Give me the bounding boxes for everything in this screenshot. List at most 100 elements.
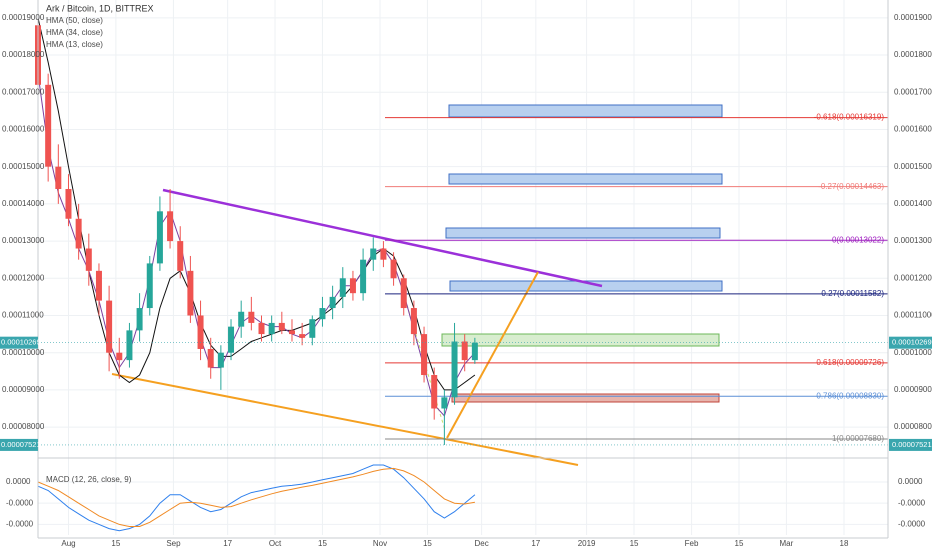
candle-body bbox=[167, 211, 174, 242]
candle-body bbox=[136, 308, 143, 331]
candle-body bbox=[349, 278, 356, 294]
candle-body bbox=[207, 348, 214, 368]
candle-body bbox=[360, 259, 367, 294]
candle-body bbox=[380, 248, 387, 260]
candle-body bbox=[75, 218, 82, 249]
candle-body bbox=[441, 397, 448, 409]
price-tag bbox=[0, 336, 38, 349]
candle-body bbox=[329, 296, 336, 309]
candle-body bbox=[65, 188, 72, 219]
y-tick-label: 0.00017000 bbox=[2, 87, 45, 96]
trend-line bbox=[446, 271, 539, 439]
fib-label: 1(0.00007680) bbox=[832, 434, 884, 443]
fib-label: 0(0.00013022) bbox=[832, 235, 884, 244]
y-tick-label: 0.00018000 bbox=[2, 50, 45, 59]
macd-tick-label: -0.0000 bbox=[6, 520, 34, 529]
y-tick-label: 0.00019000 bbox=[2, 13, 45, 22]
y-tick-label: 0.00015000 bbox=[894, 162, 932, 171]
x-tick-label: 17 bbox=[223, 539, 232, 548]
candle-body bbox=[278, 322, 285, 331]
y-tick-label: 0.00010000 bbox=[894, 348, 932, 357]
candle-body bbox=[85, 248, 92, 271]
y-tick-label: 0.00013000 bbox=[2, 236, 45, 245]
y-tick-label: 0.00017000 bbox=[894, 87, 932, 96]
x-tick-label: 15 bbox=[111, 539, 120, 548]
y-tick-label: 0.00013000 bbox=[894, 236, 932, 245]
x-tick-label: Dec bbox=[475, 539, 489, 548]
macd-tick-label: -0.0000 bbox=[6, 498, 34, 507]
trend-line bbox=[111, 373, 579, 466]
candle-body bbox=[319, 308, 326, 320]
x-tick-label: 15 bbox=[318, 539, 327, 548]
candle-body bbox=[55, 166, 62, 189]
macd-tick-label: -0.0000 bbox=[898, 520, 926, 529]
candle-body bbox=[370, 248, 377, 260]
y-tick-label: 0.00014000 bbox=[894, 199, 932, 208]
grid bbox=[38, 0, 888, 535]
candle-body bbox=[421, 334, 428, 376]
candle-body bbox=[197, 315, 204, 349]
candle-body bbox=[400, 278, 407, 309]
y-tick-label: 0.00016000 bbox=[2, 125, 45, 134]
hma-line bbox=[37, 17, 476, 391]
x-tick-label: 15 bbox=[735, 539, 744, 548]
candle-body bbox=[45, 84, 52, 167]
trend-line bbox=[162, 188, 603, 288]
x-tick-label: 17 bbox=[531, 539, 540, 548]
y-tick-label: 0.00012000 bbox=[2, 273, 45, 282]
x-tick-label: 15 bbox=[630, 539, 639, 548]
candle-body bbox=[410, 308, 417, 335]
x-tick-label: Feb bbox=[685, 539, 699, 548]
y-tick-label: 0.00008000 bbox=[894, 422, 932, 431]
fib-label: 0.27(0.00011582) bbox=[821, 289, 884, 298]
price-tag-label: 0.00010269 bbox=[1, 338, 41, 347]
x-tick-label: Oct bbox=[269, 539, 282, 548]
candle-body bbox=[451, 341, 458, 398]
candle-body bbox=[126, 330, 133, 361]
candle-body bbox=[95, 270, 102, 301]
candle-body bbox=[106, 300, 113, 353]
x-tick-label: 18 bbox=[840, 539, 849, 548]
candle-body bbox=[339, 278, 346, 297]
legend-entry: HMA (34, close) bbox=[46, 28, 103, 37]
x-tick-label: Aug bbox=[61, 539, 75, 548]
candle-body bbox=[116, 352, 123, 361]
x-tick-label: 2019 bbox=[578, 539, 596, 548]
price-tag-label: 0.00007521 bbox=[892, 440, 932, 449]
candle-body bbox=[461, 341, 468, 361]
candle-body bbox=[471, 342, 478, 361]
y-tick-label: 0.00008000 bbox=[2, 422, 45, 431]
y-tick-label: 0.00010000 bbox=[2, 348, 45, 357]
legend-entry: HMA (13, close) bbox=[46, 40, 103, 49]
y-tick-label: 0.00014000 bbox=[2, 199, 45, 208]
candle-body bbox=[390, 259, 397, 279]
macd-tick-label: -0.0000 bbox=[898, 498, 926, 507]
x-tick-label: Sep bbox=[166, 539, 181, 548]
stop-box bbox=[451, 393, 720, 403]
y-tick-label: 0.00011000 bbox=[2, 311, 44, 320]
y-tick-label: 0.00011000 bbox=[894, 311, 932, 320]
y-tick-label: 0.00016000 bbox=[894, 125, 932, 134]
macd-legend: MACD (12, 26, close, 9) bbox=[46, 475, 132, 484]
y-tick-label: 0.00012000 bbox=[894, 273, 932, 282]
x-tick-label: 15 bbox=[423, 539, 432, 548]
candle-body bbox=[228, 326, 235, 353]
candle-body bbox=[288, 330, 295, 335]
y-tick-label: 0.00018000 bbox=[894, 50, 932, 59]
candle-body bbox=[431, 375, 438, 409]
target-box bbox=[448, 173, 723, 185]
target-box bbox=[445, 227, 721, 239]
fib-label: 0.618(0.00009726) bbox=[816, 358, 884, 367]
candle-body bbox=[258, 322, 265, 335]
target-box bbox=[448, 104, 723, 118]
x-tick-label: Nov bbox=[373, 539, 387, 548]
candle-body bbox=[309, 319, 316, 338]
fib-label: -0.618(0.00016319) bbox=[814, 113, 885, 122]
price-tag bbox=[0, 438, 38, 451]
fib-label: -0.27(0.00014463) bbox=[818, 182, 884, 191]
y-tick-label: 0.00019000 bbox=[894, 13, 932, 22]
candle-body bbox=[238, 311, 245, 327]
macd-line bbox=[37, 467, 475, 527]
